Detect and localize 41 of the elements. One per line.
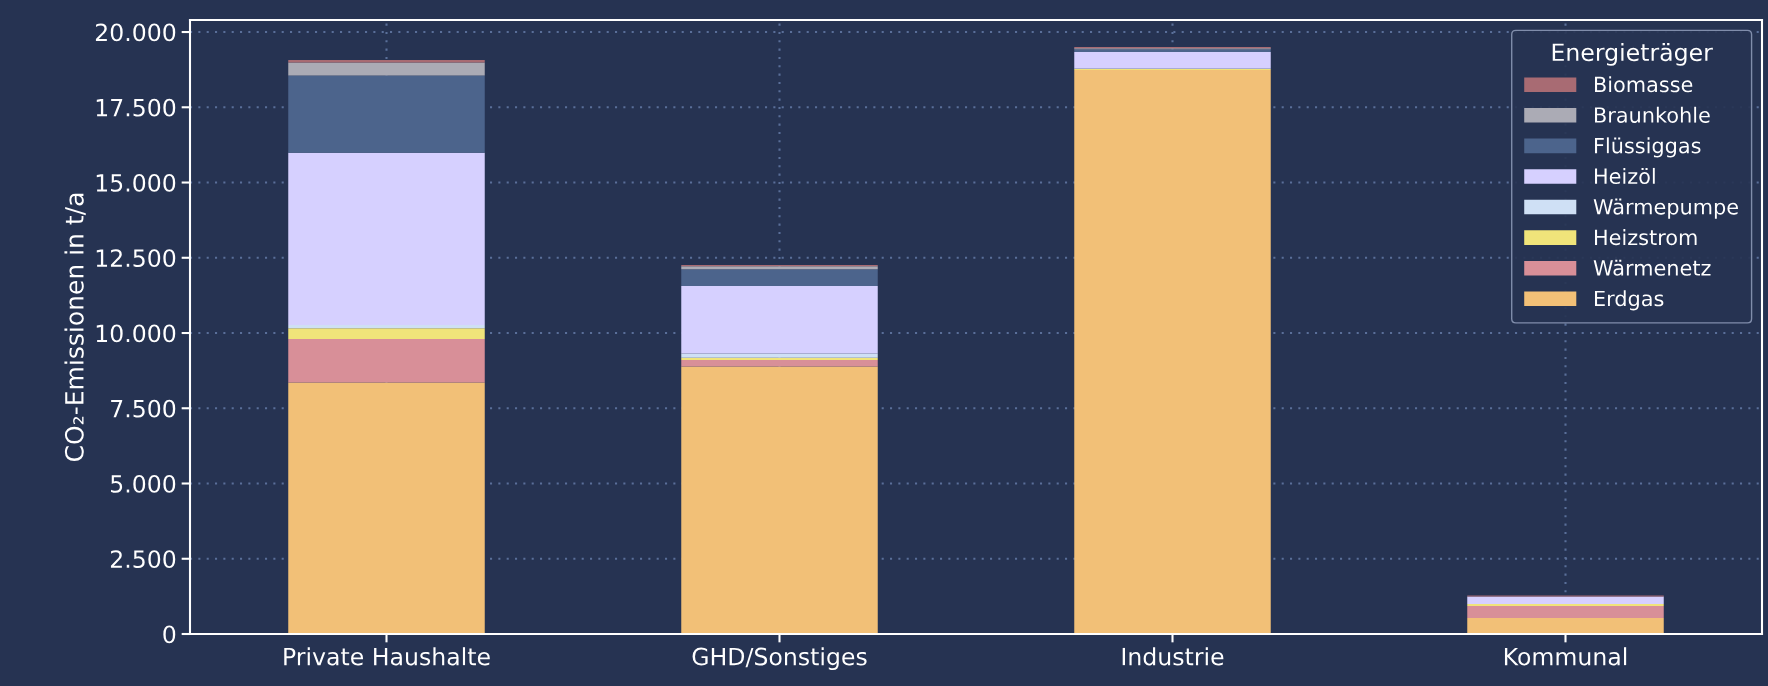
bar bbox=[288, 62, 485, 76]
legend-label: Heizöl bbox=[1595, 167, 1655, 185]
bar bbox=[1467, 603, 1664, 607]
bar bbox=[288, 382, 485, 634]
y-tick-label: 12.500 bbox=[96, 249, 176, 268]
bar bbox=[681, 360, 878, 367]
bar bbox=[681, 353, 878, 358]
bar bbox=[288, 152, 485, 325]
x-tick-label: GHD/Sonstiges bbox=[692, 647, 867, 671]
bar bbox=[1467, 618, 1664, 634]
legend-label: Wärmepumpe bbox=[1593, 198, 1738, 219]
y-tick-label: 7.500 bbox=[111, 399, 176, 418]
bar bbox=[681, 269, 878, 287]
legend-label: Biomasse bbox=[1595, 76, 1693, 93]
bar bbox=[288, 328, 485, 340]
legend-label: Wärmenetz bbox=[1593, 259, 1711, 276]
bar bbox=[1074, 69, 1271, 634]
bar bbox=[288, 339, 485, 383]
y-axis-title: CO₂-Emissionen in t/a bbox=[64, 193, 86, 462]
legend-label: Heizstrom bbox=[1595, 229, 1697, 246]
legend-label: Erdgas bbox=[1595, 290, 1664, 311]
bar bbox=[681, 366, 878, 634]
bar bbox=[288, 324, 485, 329]
legend-title: Energieträger bbox=[1552, 42, 1713, 66]
bar bbox=[1467, 596, 1664, 604]
bar bbox=[288, 75, 485, 153]
y-tick-label: 17.500 bbox=[96, 98, 176, 117]
x-tick-label: Private Haushalte bbox=[284, 647, 490, 666]
x-tick-label: Industrie bbox=[1122, 647, 1224, 666]
x-tick-label: Kommunal bbox=[1504, 647, 1627, 666]
bar bbox=[681, 286, 878, 354]
bar bbox=[1074, 51, 1271, 69]
y-tick-label: 2.500 bbox=[110, 550, 176, 569]
legend-label: Flüssiggas bbox=[1595, 137, 1701, 158]
y-tick-label: 20.000 bbox=[95, 23, 176, 42]
bar bbox=[1467, 606, 1664, 619]
y-tick-label: 15.000 bbox=[96, 173, 176, 192]
y-tick-label: 0 bbox=[163, 625, 176, 644]
y-tick-label: 10.000 bbox=[96, 324, 176, 343]
legend-label: Braunkohle bbox=[1595, 106, 1710, 123]
y-tick-label: 5.000 bbox=[111, 474, 176, 493]
